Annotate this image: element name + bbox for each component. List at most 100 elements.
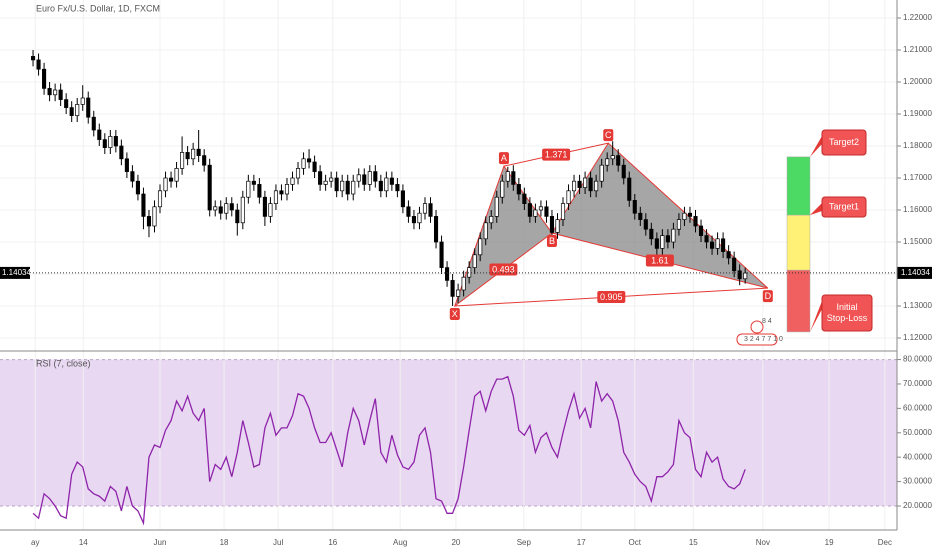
target-zone — [786, 269, 811, 333]
y-tick-label: 1.16000 — [903, 205, 932, 214]
badge-strip — [736, 333, 778, 346]
candle-body — [588, 177, 593, 192]
candle-body — [345, 180, 350, 195]
candle-body — [693, 216, 698, 227]
ratio-box — [542, 148, 571, 161]
candle-body — [152, 206, 157, 227]
candle-body — [301, 158, 306, 169]
y-tick-label: 1.22000 — [903, 13, 932, 22]
point-label: A — [501, 153, 507, 163]
candle-body — [721, 238, 726, 252]
candle-body — [113, 136, 118, 147]
ratio-label: 0.905 — [600, 292, 623, 302]
candle-body — [191, 148, 196, 160]
candle-body — [478, 238, 483, 256]
x-tick-label: 15 — [689, 538, 698, 547]
y-tick-label: 1.19000 — [903, 109, 932, 118]
candle-body — [610, 155, 615, 160]
candle-body — [643, 219, 648, 230]
y-tick-label: 1.13000 — [903, 301, 932, 310]
candle-body — [638, 212, 643, 220]
last-price-label: 1.14034 — [2, 268, 31, 277]
badge-text: 8 4 — [762, 318, 772, 325]
candle-body — [676, 219, 681, 230]
callout-label: Target2 — [829, 137, 859, 147]
candle-body — [450, 280, 455, 297]
candle-body — [571, 180, 577, 192]
candle-body — [340, 180, 345, 192]
callout-pointer — [810, 301, 822, 332]
candle-body — [566, 190, 571, 204]
candle-body — [687, 212, 693, 217]
candle-body — [627, 177, 632, 201]
candle-body — [251, 180, 256, 185]
y-tick-label: 1.21000 — [903, 45, 932, 54]
candle-body — [704, 235, 709, 243]
candle-body — [213, 206, 218, 211]
candle-body — [318, 171, 323, 185]
candle-body — [174, 168, 179, 182]
candle-body — [91, 116, 96, 131]
candle-body — [168, 177, 174, 182]
rsi-line — [32, 375, 746, 526]
candle-body — [682, 212, 687, 220]
candle-body — [406, 206, 411, 217]
candle-body — [130, 171, 135, 182]
x-tick-label: 14 — [79, 538, 88, 547]
ratio-label: 1.61 — [651, 255, 669, 265]
x-tick-label: ay — [31, 538, 39, 547]
x-tick-label: 18 — [220, 538, 229, 547]
candle-body — [428, 203, 433, 217]
candle-body — [577, 180, 582, 188]
x-tick-label: Jun — [154, 538, 167, 547]
candle-body — [42, 68, 47, 89]
candle-body — [505, 171, 510, 182]
candle-body — [671, 228, 676, 243]
candle-body — [715, 238, 720, 249]
callout-label: Initial — [836, 302, 857, 312]
candle-body — [384, 177, 389, 192]
candle-body — [290, 177, 295, 185]
ratio-label: 0.493 — [492, 264, 515, 274]
target-zone — [786, 156, 811, 216]
candle-body — [58, 89, 63, 100]
candle-body — [583, 177, 588, 188]
candle-body — [163, 177, 168, 192]
last-price-label: 1.14034 — [901, 268, 930, 277]
candle-body — [621, 164, 626, 179]
candle-body — [461, 276, 466, 291]
candle-body — [660, 235, 665, 249]
candle-body — [632, 200, 637, 214]
ratio-box — [597, 291, 626, 304]
candle-body — [351, 180, 356, 195]
candle-body — [489, 216, 494, 224]
candle-body — [262, 196, 267, 217]
badge-text: 3 2 4 7 7 1 0 — [744, 336, 783, 343]
y-tick-label: 1.20000 — [903, 77, 932, 86]
candle-body — [108, 136, 113, 148]
candle-body — [422, 203, 428, 214]
candle-body — [649, 228, 654, 240]
candle-body — [202, 155, 207, 166]
candle-body — [472, 254, 477, 268]
y-tick-label: 1.18000 — [903, 141, 932, 150]
candle-body — [417, 212, 422, 224]
candle-body — [362, 174, 367, 185]
candle-body — [511, 171, 516, 185]
candle-body — [726, 251, 731, 259]
candle-body — [157, 190, 163, 208]
candle-body — [522, 193, 527, 204]
candle-body — [257, 184, 262, 198]
candle-body — [268, 203, 273, 217]
candle-body — [594, 180, 599, 192]
candle-body — [373, 171, 378, 182]
candle-body — [395, 184, 400, 192]
candle-body — [329, 177, 334, 182]
point-label: D — [765, 291, 772, 301]
candle-body — [494, 196, 499, 217]
x-tick-label: Aug — [393, 538, 407, 547]
candle-body — [196, 148, 201, 156]
candle-body — [483, 222, 488, 240]
candle-body — [411, 216, 417, 224]
candle-body — [555, 219, 560, 233]
